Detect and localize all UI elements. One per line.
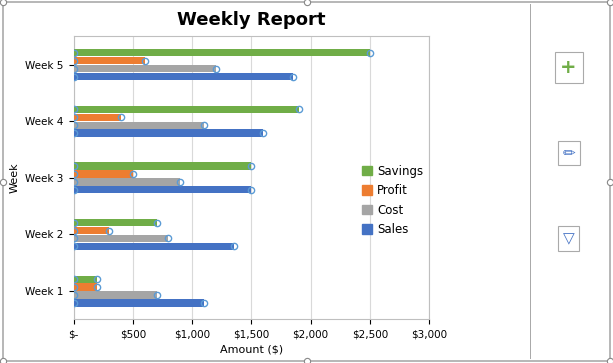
- Bar: [74, 227, 109, 234]
- Bar: [74, 276, 97, 283]
- Legend: Savings, Profit, Cost, Sales: Savings, Profit, Cost, Sales: [362, 165, 423, 236]
- Bar: [74, 73, 293, 80]
- Bar: [74, 122, 204, 129]
- Bar: [74, 162, 251, 170]
- Bar: [74, 235, 169, 242]
- Bar: [74, 170, 133, 178]
- X-axis label: Amount ($): Amount ($): [220, 345, 283, 355]
- Bar: [74, 106, 299, 113]
- Bar: [74, 186, 251, 193]
- Bar: [74, 49, 370, 56]
- Bar: [74, 219, 156, 226]
- Bar: [74, 65, 216, 72]
- Text: ▽: ▽: [563, 231, 574, 246]
- Title: Weekly Report: Weekly Report: [177, 11, 326, 29]
- Text: ✏: ✏: [562, 146, 575, 160]
- Bar: [74, 178, 180, 185]
- Y-axis label: Week: Week: [10, 163, 20, 193]
- Bar: [74, 291, 156, 299]
- Bar: [74, 57, 145, 64]
- Bar: [74, 284, 97, 291]
- Bar: [74, 299, 204, 307]
- Text: +: +: [560, 58, 577, 77]
- Bar: [74, 114, 121, 121]
- Bar: [74, 243, 234, 250]
- Bar: [74, 130, 263, 137]
